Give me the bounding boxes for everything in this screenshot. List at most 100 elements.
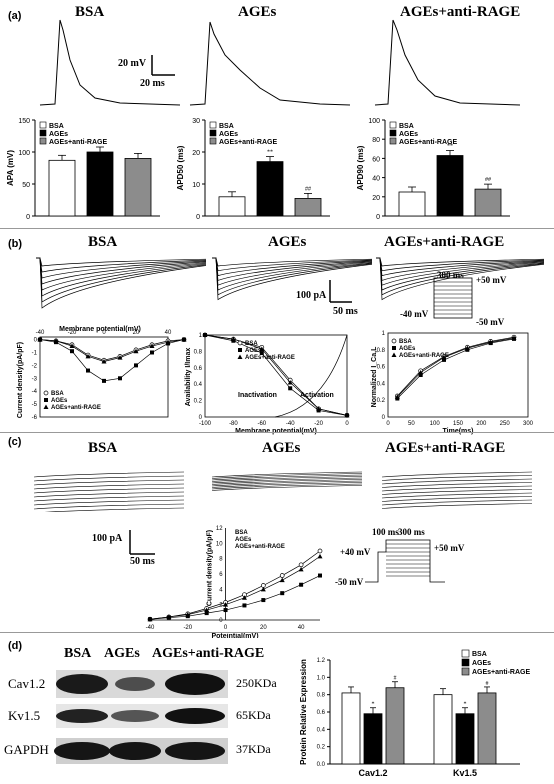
d-legend-swatch-0 [461,649,470,658]
c-trace-1-0 [211,471,363,478]
c-trace-2-4 [381,485,533,492]
b-ytick-1: 0.8 [194,349,203,355]
c-point-1-9 [318,573,322,578]
b-protocol-duration: 300 ms [437,270,464,280]
b-point-0-2-4 [101,359,107,364]
b-trace-0-4 [36,257,207,291]
blot-gapdh-band-antirage [165,742,225,760]
ap-scale-mv: 20 mV [118,58,147,69]
panel-d-label: (d) [8,640,23,652]
b-xtick-2: 50 [408,421,415,427]
c-trace-0-4 [33,487,185,494]
b-point-1-2-5 [344,412,350,418]
b-xtick-1: -80 [229,421,238,427]
b-ytick-2: 0.4 [377,381,386,387]
b-trace-2-7 [376,257,545,301]
a-bar-1-1 [256,161,284,217]
a-bar-2-2 [474,188,502,217]
c-trace-1-5 [211,479,363,485]
a-legend-text-2-2: AGEs+anti-RAGE [399,139,457,146]
d-bar-1-2 [477,692,497,765]
d-annot-1-1: * [464,702,467,708]
panel-a-cond-ages: AGEs [238,4,277,20]
c-xtick: -20 [183,625,192,631]
a-legend-swatch-1-2 [209,137,217,145]
b-xtick-0: 40 [165,330,172,336]
b-scale-ms: 50 ms [333,306,358,317]
b-xtick-2: 250 [500,421,511,427]
a-ylabel-0: APA (mV) [6,150,15,186]
panel-c-iv-chart: -40 -20 0 20 40024681012BSAAGEsAGEs+anti-RAG… [146,526,323,638]
panel-b-cond-bsa: BSA [88,234,118,250]
blot-kv15-band-ages [111,710,159,722]
b-point-0-2-2 [69,343,75,349]
panel-d-cond-ages-antirage: AGEs+anti-RAGE [152,646,265,661]
c-trace-2-2 [381,478,533,485]
a-ytick-label-2: 80 [372,137,380,144]
b-scale-pa: 100 pA [296,290,327,301]
b-ytick-1: 0.2 [194,399,203,405]
b-trace-0-3 [36,257,207,285]
a-legend-text-1-2: AGEs+anti-RAGE [219,139,277,146]
b-point-2-2-4 [488,339,494,345]
c-trace-2-1 [381,475,533,481]
b-iv-xlabel: Membrane potential(mV) [59,326,141,333]
a-legend-swatch-1-1 [209,129,217,137]
a-ytick-label-0: 50 [22,182,30,189]
c-point-2-7 [279,577,285,583]
b-point-0-2-8 [165,339,171,345]
b-trace-0-7 [36,257,207,309]
a-bar-2-0 [398,191,426,217]
c-trace-1-8 [211,483,363,490]
c-point-2-3 [204,607,210,613]
c-point-1-8 [299,582,304,587]
c-legend-text-2: AGEs+anti-RAGE [235,544,285,550]
d-bar-0-1 [363,713,383,765]
d-ytick-label: 0.6 [317,710,326,716]
b-xtick-2: 200 [476,421,487,427]
b-iv-ylabel: Current density(pA/pF) [17,342,24,418]
c-ytick: 10 [216,541,223,547]
b-xtick-1: -20 [314,421,323,427]
b-legend-marker-2-0 [391,338,397,344]
blot-weight-cav12: 250KDa [236,676,277,690]
b-point-2-1-2 [442,357,446,362]
ap-trace-ages-antirage [374,19,521,106]
panel-b-scale-protocol [329,277,473,319]
a-ytick-label-2: 40 [372,176,380,183]
b-series-line-0-1 [39,339,185,382]
b-series-line-1-1 [204,334,348,416]
d-legend-text-0: BSA [472,651,487,658]
c-ytick: 12 [216,526,223,532]
blot-kv15-band-antirage [165,708,225,724]
panel-a-label: (a) [8,10,22,22]
c-trace-1-9 [211,485,363,491]
b-point-2-2-5 [511,335,517,341]
d-annot-0-2: # [394,676,397,682]
c-trace-0-6 [33,495,185,502]
c-trace-2-6 [381,492,533,499]
c-point-0-7 [279,573,285,578]
b-inactivation-label: Inactivation [238,392,277,399]
a-bar-0-2 [124,158,152,217]
b-xtick-2: 100 [430,421,441,427]
divider-a [0,228,554,229]
b-legend-text-1-0: BSA [245,341,258,347]
b-series-line-1-0 [204,334,348,416]
c-trace-1-4 [211,477,363,484]
b-xtick-0: -20 [68,330,77,336]
d-legend-text-1: AGEs [472,660,491,667]
panel-b-cond-ages-antirage: AGEs+anti-RAGE [384,234,505,250]
panel-b-cond-ages: AGEs [268,234,307,250]
b-legend-text-0-2: AGEs+anti-RAGE [51,405,101,411]
b-legend-text-2-2: AGEs+anti-RAGE [399,353,449,359]
c-trace-0-8 [33,503,185,510]
c-trace-0-5 [33,491,185,498]
c-protocol-steps [386,543,430,577]
c-trace-0-2 [33,479,185,486]
b-ytick-2: 0.6 [377,365,386,371]
d-bar-0-0 [341,692,361,765]
a-legend-swatch-2-2 [389,137,397,145]
c-protocol-v3: -50 mV [335,577,364,587]
d-legend-swatch-1 [461,658,470,667]
